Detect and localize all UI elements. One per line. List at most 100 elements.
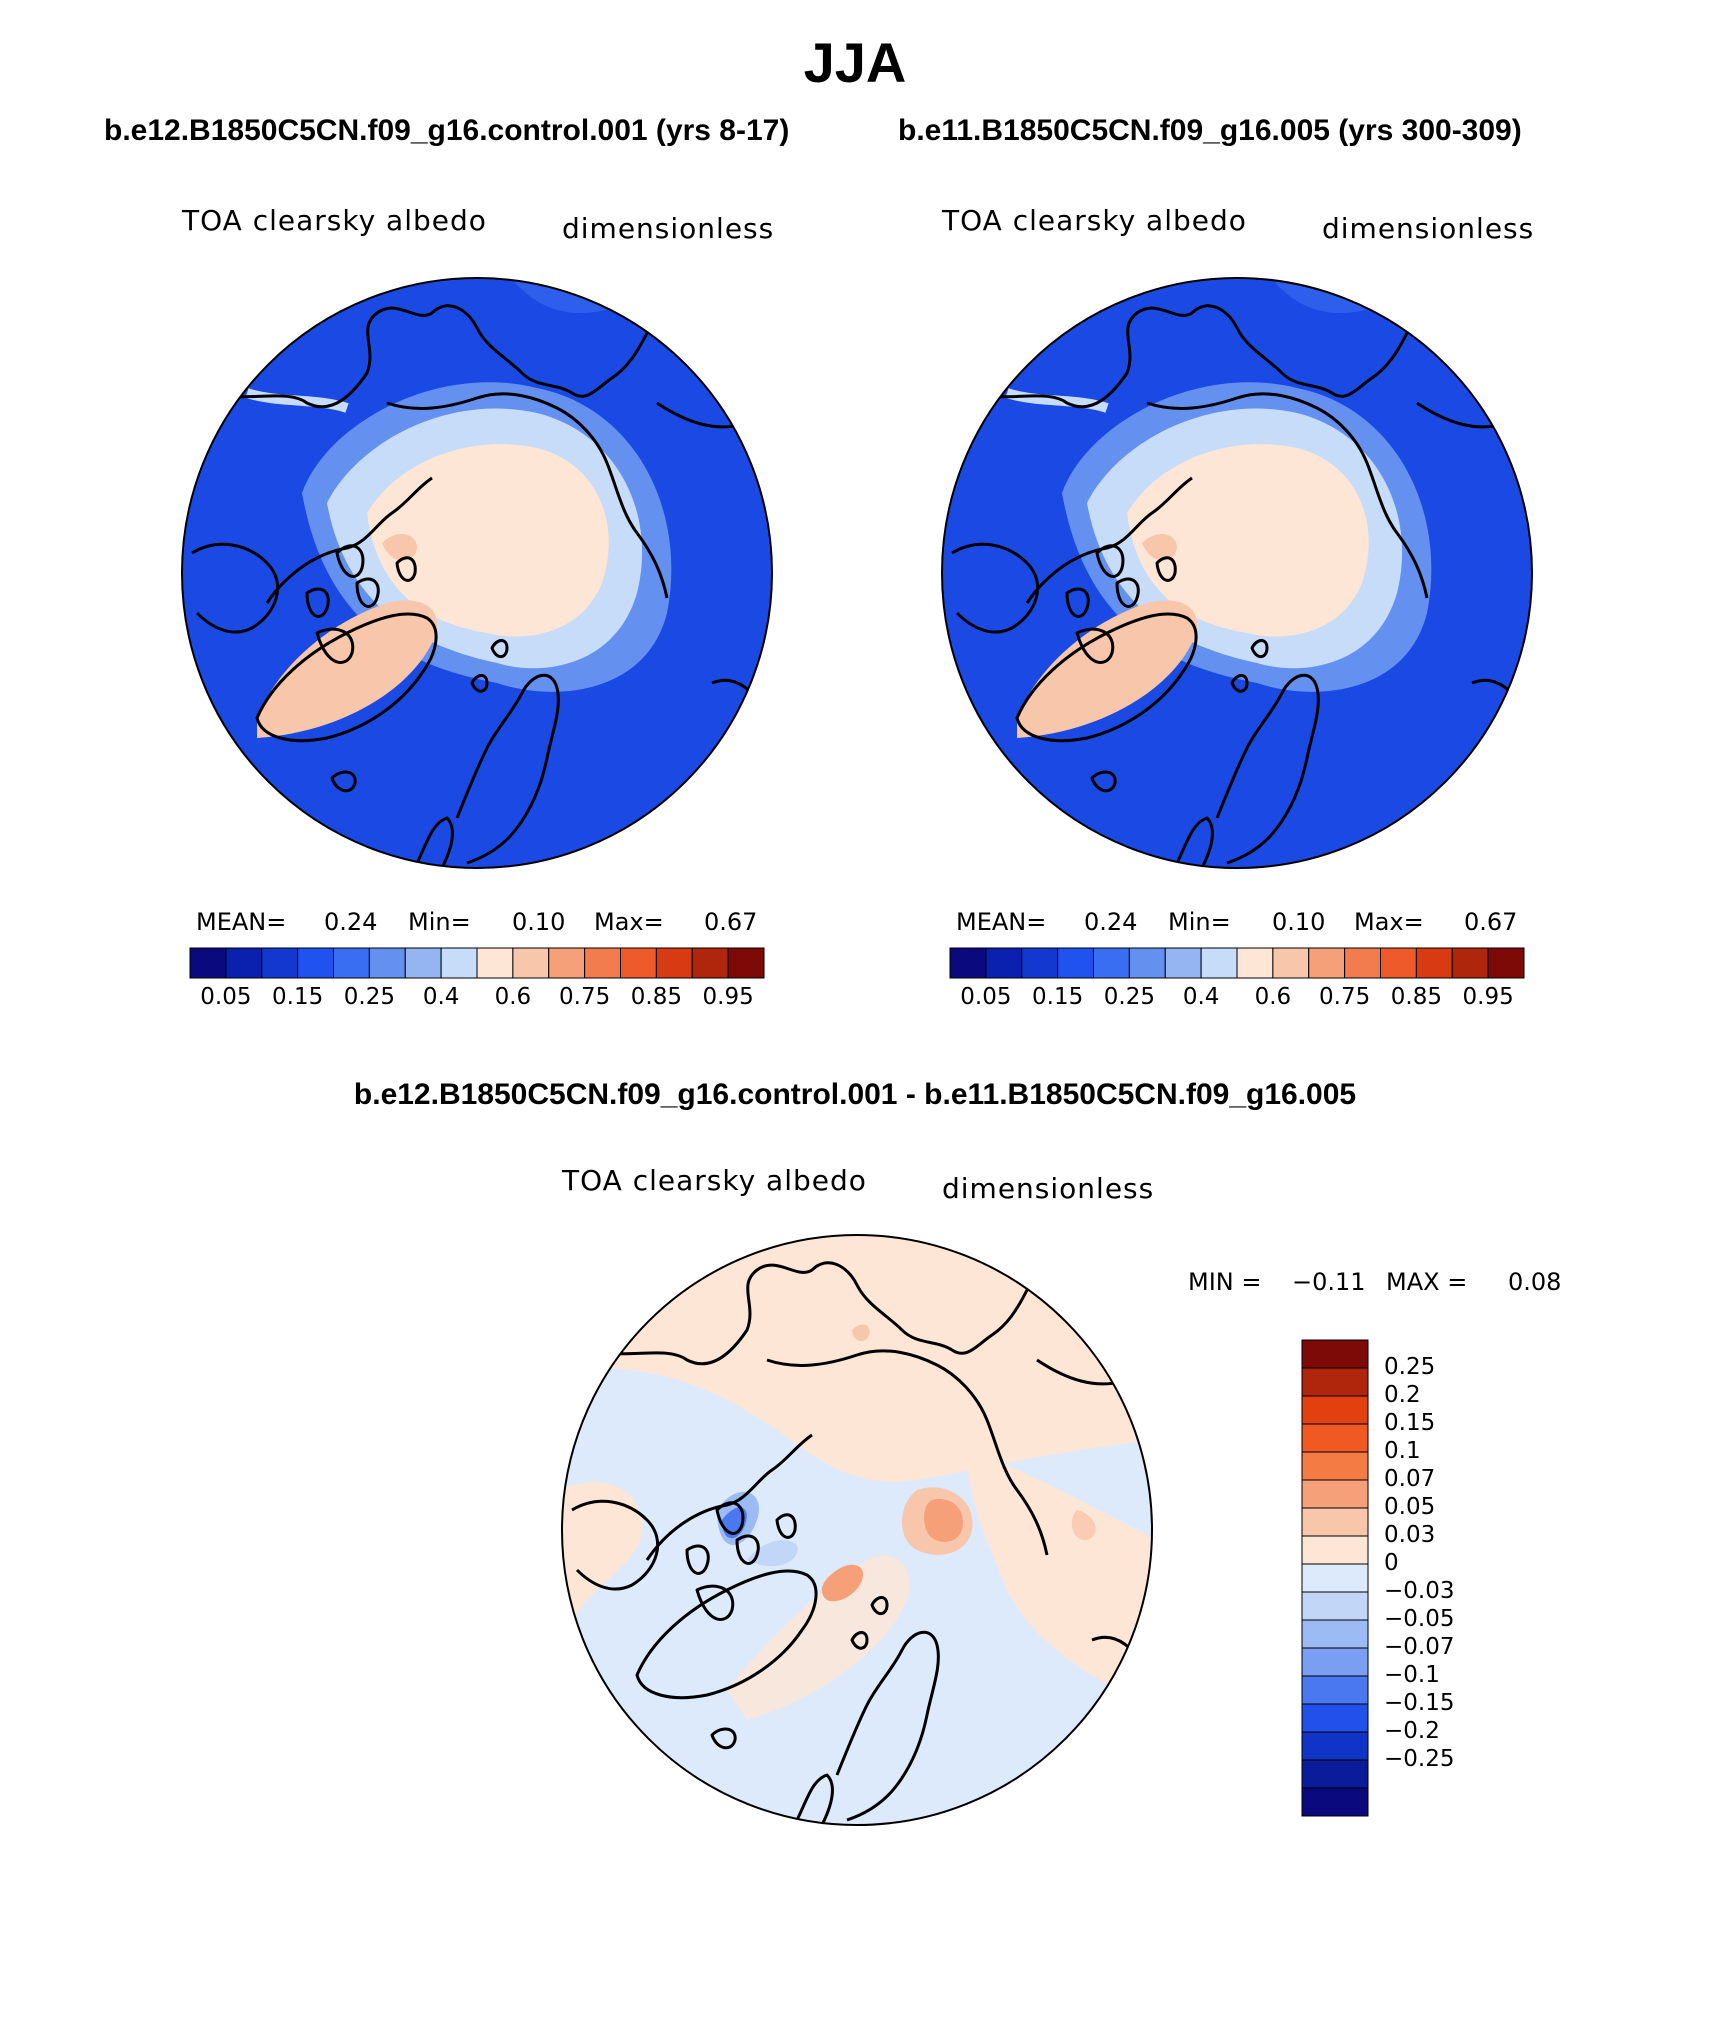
- colorbar3-tick-label: −0.07: [1384, 1634, 1455, 1660]
- panel3-max-label: MAX =: [1386, 1268, 1468, 1296]
- colorbar2-swatch: [1308, 947, 1346, 979]
- panel1-variable-label: TOA clearsky albedo: [182, 204, 487, 237]
- colorbar2: [949, 947, 1525, 979]
- colorbar3-swatch: [1301, 1479, 1369, 1509]
- colorbar2-swatch: [1415, 947, 1453, 979]
- colorbar2-swatch: [985, 947, 1023, 979]
- colorbar3-tick-label: 0.07: [1384, 1466, 1436, 1492]
- colorbar2-swatch: [1487, 947, 1525, 979]
- panel2-max-value: 0.67: [1464, 908, 1518, 936]
- panel2-min-value: 0.10: [1272, 908, 1326, 936]
- colorbar1-swatch: [584, 947, 621, 979]
- colorbar2-swatch: [1128, 947, 1166, 979]
- colorbar3-swatch: [1301, 1731, 1369, 1761]
- colorbar1-swatch: [297, 947, 334, 979]
- colorbar1-tick-label: 0.05: [200, 984, 252, 1010]
- colorbar2-tick-label: 0.85: [1390, 984, 1442, 1010]
- colorbar1-swatch: [548, 947, 586, 979]
- colorbar3-swatch: [1301, 1395, 1369, 1425]
- map-panel2-border: [941, 277, 1533, 869]
- colorbar2-swatch: [1272, 947, 1310, 979]
- colorbar1-swatch: [440, 947, 478, 979]
- panel2-variable-label: TOA clearsky albedo: [942, 204, 1247, 237]
- colorbar1-swatch: [476, 947, 514, 979]
- map-panel3-diff: [562, 1235, 1152, 1825]
- colorbar2-swatch: [1200, 947, 1238, 979]
- colorbar2-swatch: [1021, 947, 1059, 979]
- colorbar1-swatch: [261, 947, 299, 979]
- colorbar3-tick-label: 0.03: [1384, 1522, 1436, 1548]
- colorbar3-swatch: [1301, 1535, 1369, 1565]
- colorbar2-tick-label: 0.4: [1182, 984, 1220, 1010]
- colorbar3-swatch: [1301, 1451, 1369, 1481]
- colorbar1-swatch: [368, 947, 406, 979]
- colorbar1-swatch: [620, 947, 657, 979]
- colorbar3-swatch: [1301, 1423, 1369, 1453]
- colorbar2-swatch: [1236, 947, 1274, 979]
- case2-title: b.e11.B1850C5CN.f09_g16.005 (yrs 300-309…: [898, 114, 1522, 147]
- colorbar2-swatch: [1380, 947, 1417, 979]
- colorbar3-tick-label: −0.2: [1384, 1718, 1440, 1744]
- panel2-mean-label: MEAN=: [956, 908, 1047, 936]
- colorbar3-swatch: [1301, 1647, 1369, 1677]
- map-panel2: [937, 273, 1537, 868]
- colorbar3-swatch: [1301, 1339, 1369, 1369]
- colorbar3-swatch: [1301, 1367, 1369, 1397]
- colorbar1-tick-label: 0.15: [272, 984, 324, 1010]
- colorbar1-swatch: [512, 947, 550, 979]
- colorbar3-tick-label: 0.05: [1384, 1494, 1436, 1520]
- colorbar3-tick-label: 0.2: [1384, 1382, 1421, 1408]
- panel1-units-label: dimensionless: [562, 212, 775, 245]
- colorbar3-swatch: [1301, 1703, 1369, 1733]
- map-panel1-border: [181, 277, 773, 869]
- panel3-min-label: MIN =: [1188, 1268, 1262, 1296]
- colorbar3-swatch: [1301, 1563, 1369, 1593]
- colorbar1-tick-label: 0.6: [494, 984, 532, 1010]
- colorbar1-swatch: [727, 947, 765, 979]
- colorbar3-tick-label: −0.15: [1384, 1690, 1455, 1716]
- panel3-variable-label: TOA clearsky albedo: [562, 1164, 867, 1197]
- colorbar3-tick-label: 0.15: [1384, 1410, 1436, 1436]
- map-panel3-border: [561, 1234, 1153, 1826]
- colorbar2-swatch: [1057, 947, 1094, 979]
- colorbar3-tick-label: 0.25: [1384, 1354, 1436, 1380]
- colorbar2-tick-label: 0.6: [1254, 984, 1292, 1010]
- colorbar3-tick-label: −0.05: [1384, 1606, 1455, 1632]
- colorbar2-tick-label: 0.95: [1462, 984, 1514, 1010]
- colorbar3-tick-label: 0: [1384, 1550, 1399, 1576]
- colorbar2-swatch: [949, 947, 987, 979]
- colorbar3-tick-label: −0.1: [1384, 1662, 1440, 1688]
- colorbar2-swatch: [1093, 947, 1130, 979]
- diff-title: b.e12.B1850C5CN.f09_g16.control.001 - b.…: [353, 1078, 1357, 1111]
- panel1-min-value: 0.10: [512, 908, 566, 936]
- colorbar1-swatch: [691, 947, 729, 979]
- panel2-units-label: dimensionless: [1322, 212, 1535, 245]
- colorbar1-tick-label: 0.25: [343, 984, 395, 1010]
- colorbar3-swatch: [1301, 1507, 1369, 1537]
- colorbar2-tick-label: 0.15: [1032, 984, 1084, 1010]
- colorbar2-tick-label: 0.25: [1103, 984, 1155, 1010]
- colorbar1-swatch: [404, 947, 442, 979]
- colorbar1-swatch: [333, 947, 370, 979]
- colorbar3-swatch: [1301, 1619, 1369, 1649]
- colorbar3-swatch: [1301, 1759, 1369, 1789]
- panel3-min-value: −0.11: [1292, 1268, 1366, 1296]
- colorbar1-tick-label: 0.95: [702, 984, 754, 1010]
- colorbar3-tick-label: −0.25: [1384, 1746, 1455, 1772]
- colorbar1-tick-label: 0.4: [422, 984, 460, 1010]
- colorbar3-tick-label: 0.1: [1384, 1438, 1421, 1464]
- panel3-units-label: dimensionless: [942, 1172, 1155, 1205]
- panel1-mean-value: 0.24: [324, 908, 378, 936]
- colorbar2-tick-label: 0.75: [1319, 984, 1371, 1010]
- colorbar2-swatch: [1164, 947, 1202, 979]
- panel1-max-value: 0.67: [704, 908, 758, 936]
- colorbar2-swatch: [1451, 947, 1489, 979]
- colorbar3-diff: [1301, 1339, 1369, 1817]
- panel2-max-label: Max=: [1354, 908, 1424, 936]
- panel2-mean-value: 0.24: [1084, 908, 1138, 936]
- colorbar1-swatch: [225, 947, 263, 979]
- panel1-min-label: Min=: [408, 908, 471, 936]
- colorbar1-swatch: [655, 947, 693, 979]
- season-title: JJA: [803, 31, 907, 94]
